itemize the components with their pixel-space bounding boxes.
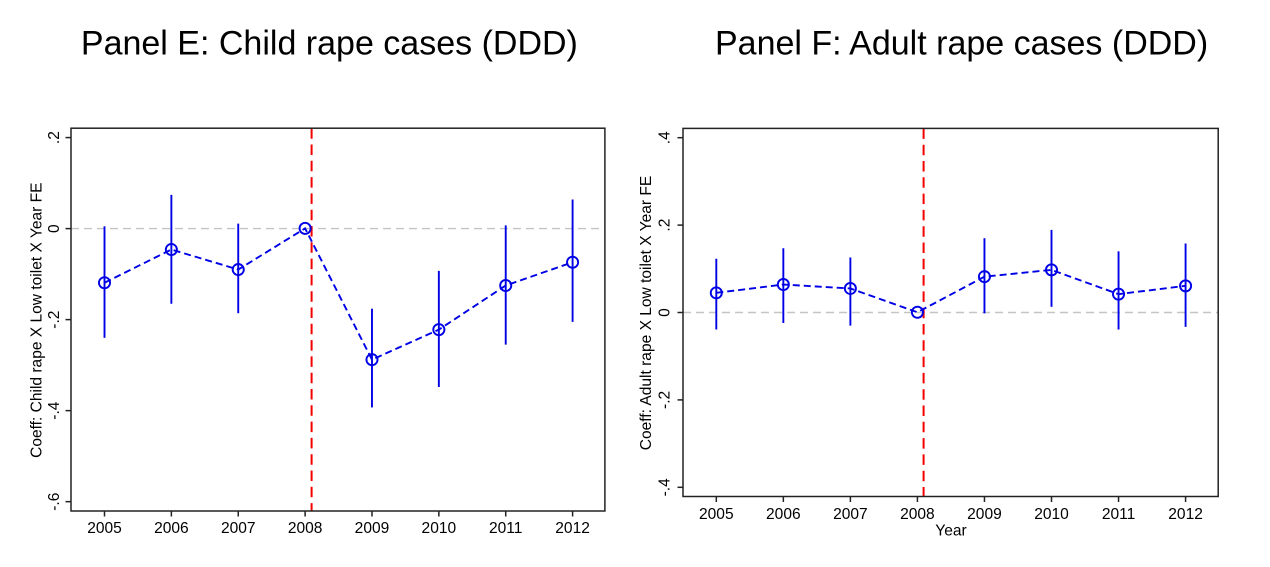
svg-text:.2: .2 <box>657 219 674 232</box>
svg-text:0: 0 <box>46 224 63 233</box>
svg-text:2010: 2010 <box>1034 506 1069 523</box>
svg-text:2005: 2005 <box>699 506 734 523</box>
svg-text:2011: 2011 <box>489 520 522 537</box>
svg-text:2005: 2005 <box>87 520 122 537</box>
svg-text:2007: 2007 <box>221 520 256 537</box>
svg-text:Panel E: Child rape cases (DDD: Panel E: Child rape cases (DDD) <box>81 24 578 62</box>
svg-text:2012: 2012 <box>1168 506 1203 523</box>
svg-text:2009: 2009 <box>355 520 390 537</box>
svg-text:Coeff: Adult rape X Low toilet: Coeff: Adult rape X Low toilet X Year FE <box>638 176 655 451</box>
svg-text:2010: 2010 <box>422 520 457 537</box>
svg-text:Year: Year <box>935 523 966 540</box>
svg-text:2011: 2011 <box>1102 506 1135 523</box>
svg-text:-.4: -.4 <box>657 478 674 496</box>
svg-text:Coeff: Child rape X Low toilet: Coeff: Child rape X Low toilet X Year FE <box>29 182 46 457</box>
svg-text:2012: 2012 <box>555 520 590 537</box>
svg-text:2008: 2008 <box>900 506 935 523</box>
svg-text:-.2: -.2 <box>46 311 63 329</box>
svg-text:2009: 2009 <box>967 506 1002 523</box>
svg-text:.2: .2 <box>46 131 63 144</box>
svg-text:-.4: -.4 <box>46 401 63 419</box>
svg-text:2008: 2008 <box>288 520 323 537</box>
svg-text:2007: 2007 <box>833 506 868 523</box>
svg-text:2006: 2006 <box>766 506 801 523</box>
svg-text:2006: 2006 <box>154 520 189 537</box>
svg-text:-.2: -.2 <box>657 391 674 409</box>
svg-text:-.6: -.6 <box>46 493 63 511</box>
svg-text:0: 0 <box>657 308 674 317</box>
svg-text:.4: .4 <box>657 131 674 144</box>
svg-text:Panel F: Adult rape cases (DDD: Panel F: Adult rape cases (DDD) <box>715 24 1208 62</box>
